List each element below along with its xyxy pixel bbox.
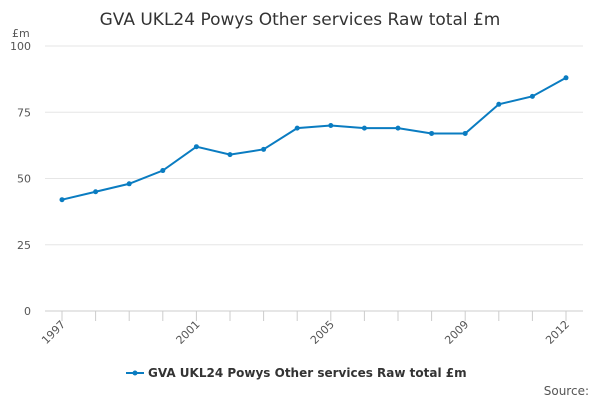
legend-label: GVA UKL24 Powys Other services Raw total… xyxy=(148,366,467,380)
x-tick-label: 2001 xyxy=(174,318,203,347)
data-point[interactable] xyxy=(429,130,435,136)
chart-title: GVA UKL24 Powys Other services Raw total… xyxy=(100,10,501,30)
data-point[interactable] xyxy=(462,130,468,136)
data-point[interactable] xyxy=(160,168,166,174)
data-point[interactable] xyxy=(261,146,267,152)
source-label: Source: xyxy=(544,384,589,398)
y-tick-label: 50 xyxy=(17,173,31,186)
data-point[interactable] xyxy=(328,123,334,128)
data-point[interactable] xyxy=(395,125,401,131)
legend-marker-icon xyxy=(132,370,138,376)
x-tick-label: 2005 xyxy=(308,318,337,347)
x-tick-label: 1997 xyxy=(39,318,68,347)
x-tick-label: 2009 xyxy=(442,318,471,347)
y-tick-label: 100 xyxy=(10,40,31,53)
data-point[interactable] xyxy=(126,181,132,187)
data-point[interactable] xyxy=(227,152,233,158)
x-tick-label: 2012 xyxy=(543,318,572,347)
y-axis-label: £m xyxy=(12,27,30,40)
series-line xyxy=(61,76,567,201)
data-point[interactable] xyxy=(563,75,569,81)
data-point[interactable] xyxy=(59,197,65,203)
y-tick-label: 0 xyxy=(24,305,31,318)
data-point[interactable] xyxy=(529,93,535,99)
y-tick-label: 25 xyxy=(17,239,31,252)
data-point[interactable] xyxy=(496,101,502,107)
legend[interactable]: GVA UKL24 Powys Other services Raw total… xyxy=(126,366,467,380)
data-point[interactable] xyxy=(361,125,367,131)
data-point[interactable] xyxy=(93,189,99,195)
data-point[interactable] xyxy=(294,125,300,131)
data-point[interactable] xyxy=(193,144,199,150)
y-tick-label: 75 xyxy=(17,106,31,119)
